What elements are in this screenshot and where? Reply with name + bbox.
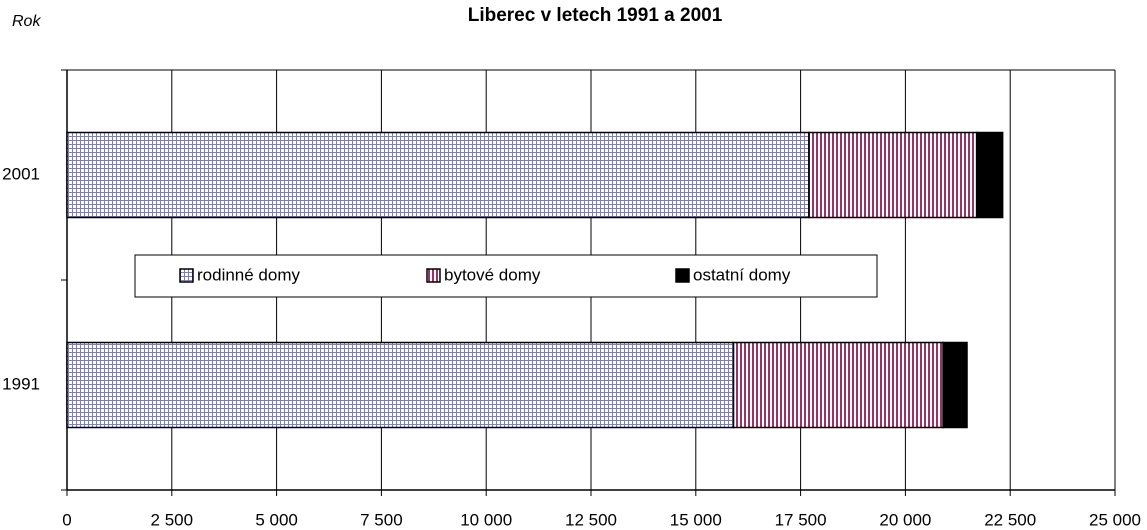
bar-segment <box>808 131 978 219</box>
legend-label: bytové domy <box>444 265 541 284</box>
x-tick-label: 22 500 <box>984 510 1036 529</box>
y-tick-label: 1991 <box>2 374 40 393</box>
bar-segment <box>975 131 1004 219</box>
x-tick-label: 20 000 <box>879 510 931 529</box>
bar-segment <box>66 341 735 429</box>
bar-segment <box>732 341 944 429</box>
x-tick-label: 15 000 <box>670 510 722 529</box>
x-tick-label: 7 500 <box>360 510 403 529</box>
x-tick-label: 10 000 <box>460 510 512 529</box>
legend-swatch <box>179 268 194 283</box>
x-tick-label: 17 500 <box>775 510 827 529</box>
x-tick-label: 25 000 <box>1089 510 1141 529</box>
legend-label: rodinné domy <box>197 265 301 284</box>
legend-swatch <box>426 268 441 283</box>
x-tick-label: 2 500 <box>151 510 194 529</box>
chart-title: Liberec v letech 1991 a 2001 <box>468 5 723 26</box>
y-axis-label: Rok <box>12 13 41 30</box>
bar-segment <box>942 341 968 429</box>
legend <box>134 254 878 298</box>
x-tick-label: 0 <box>62 510 71 529</box>
x-tick-label: 5 000 <box>255 510 298 529</box>
x-tick-label: 12 500 <box>565 510 617 529</box>
y-tick-label: 2001 <box>2 164 40 183</box>
legend-label: ostatní domy <box>693 265 791 284</box>
bar-segment <box>66 131 810 219</box>
legend-swatch <box>675 268 690 283</box>
